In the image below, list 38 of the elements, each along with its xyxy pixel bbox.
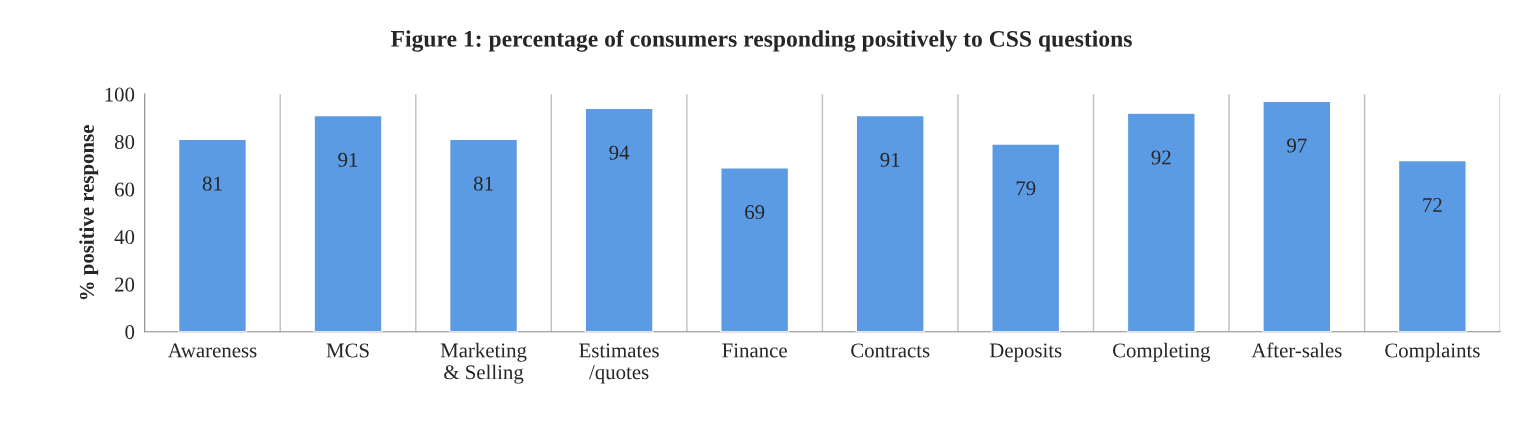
data-label: 79 bbox=[1016, 181, 1036, 196]
x-tick-label: Awareness bbox=[167, 343, 257, 358]
x-tick-label: Marketing & Selling bbox=[440, 342, 527, 384]
x-tick-label: MCS bbox=[326, 343, 369, 358]
data-label: 72 bbox=[1423, 197, 1442, 212]
data-label: 69 bbox=[745, 205, 765, 220]
bar bbox=[1126, 112, 1196, 332]
data-label: 91 bbox=[338, 152, 358, 167]
data-label: 81 bbox=[202, 176, 222, 191]
y-tick-label: 0 bbox=[125, 325, 135, 340]
y-tick-label: 20 bbox=[115, 277, 135, 292]
data-label: 91 bbox=[880, 152, 900, 167]
bar bbox=[991, 143, 1061, 332]
chart-title: Figure 1: percentage of consumers responding positively to CSS questions bbox=[390, 29, 1132, 52]
y-tick-label: 60 bbox=[115, 182, 135, 197]
x-tick-label: Complaints bbox=[1385, 342, 1480, 362]
data-label: 81 bbox=[473, 176, 493, 191]
bar bbox=[1262, 100, 1332, 332]
data-label: 92 bbox=[1151, 150, 1171, 165]
bar bbox=[313, 114, 383, 332]
bar bbox=[177, 138, 248, 332]
y-tick-label: 80 bbox=[114, 135, 135, 150]
x-tick-label: Estimates /quotes bbox=[579, 343, 659, 384]
bar bbox=[1397, 159, 1467, 332]
x-tick-label: Finance bbox=[722, 343, 787, 358]
y-axis-title: % positive response bbox=[79, 125, 99, 300]
bar bbox=[584, 107, 654, 332]
data-label: 97 bbox=[1287, 138, 1307, 153]
x-tick-label: Completing bbox=[1112, 342, 1211, 362]
y-tick-label: 40 bbox=[114, 230, 135, 245]
x-tick-label: Contracts bbox=[851, 343, 930, 358]
bar bbox=[448, 138, 519, 332]
x-tick-label: Deposits bbox=[989, 343, 1062, 362]
bar bbox=[720, 167, 790, 332]
x-tick-label: After-sales bbox=[1251, 342, 1342, 358]
data-label: 94 bbox=[609, 145, 630, 160]
y-tick-label: 100 bbox=[105, 87, 135, 102]
bar bbox=[855, 114, 925, 332]
